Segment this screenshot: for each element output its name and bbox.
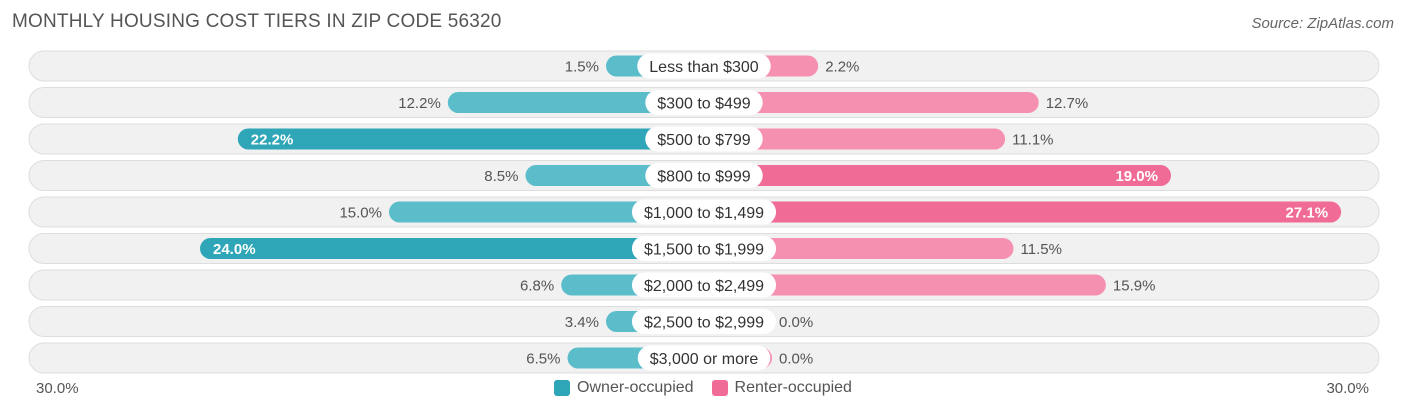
category-label: $300 to $499 [657,96,751,113]
owner-value-label: 8.5% [484,168,518,185]
renter-value-label: 11.1% [1012,132,1053,149]
owner-value-label: 1.5% [565,59,599,76]
renter-value-label: 12.7% [1046,95,1089,112]
renter-bar [704,92,1039,113]
category-pill [631,236,777,261]
owner-value-label: 6.8% [520,278,554,295]
renter-value-label: 0.0% [779,351,813,368]
renter-bar [704,165,1171,186]
chart-source: Source: ZipAtlas.com [1251,15,1394,32]
category-label: Less than $300 [649,59,759,76]
legend: Owner-occupied Renter-occupied [0,379,1406,397]
category-pill [637,53,771,79]
category-label: $800 to $999 [657,169,751,186]
category-label: $1,000 to $1,499 [644,205,764,222]
category-pill [631,272,777,298]
owner-bar [237,128,705,150]
owner-value-label: 22.2% [251,132,294,149]
legend-owner-label: Owner-occupied [577,379,694,396]
renter-bar [704,128,1006,150]
legend-renter: Renter-occupied [711,379,852,397]
category-pill [637,345,771,371]
category-pill [631,309,777,334]
category-pill [645,126,763,152]
category-label: $500 to $799 [657,132,751,149]
category-pill [631,199,777,225]
legend-owner-swatch [554,380,571,396]
axis-left-label: 30.0% [36,380,79,397]
renter-value-label: 0.0% [779,314,813,331]
axis-right-label: 30.0% [1326,380,1369,397]
renter-value-label: 2.2% [825,59,859,76]
legend-renter-label: Renter-occupied [734,379,852,396]
renter-value-label: 11.5% [1021,241,1062,258]
renter-value-label: 15.9% [1113,278,1156,295]
owner-value-label: 3.4% [565,314,599,331]
renter-bar [704,201,1342,223]
owner-value-label: 15.0% [339,205,382,222]
renter-value-label: 27.1% [1286,205,1329,222]
owner-value-label: 6.5% [526,351,560,368]
category-pill [645,163,763,188]
category-label: $3,000 or more [650,351,759,368]
category-pill [645,90,763,115]
renter-bar [704,238,1014,259]
renter-value-label: 19.0% [1115,168,1158,185]
owner-value-label: 24.0% [213,241,256,258]
category-label: $1,500 to $1,999 [644,242,764,259]
category-label: $2,000 to $2,499 [644,278,764,295]
owner-bar [200,238,704,259]
renter-bar [704,274,1106,296]
category-label: $2,500 to $2,999 [644,315,764,332]
chart-title: MONTHLY HOUSING COST TIERS IN ZIP CODE 5… [12,11,502,32]
owner-bar [389,201,704,223]
legend-owner: Owner-occupied [554,379,694,397]
owner-bar [447,92,704,113]
legend-renter-swatch [711,380,728,396]
owner-value-label: 12.2% [398,95,441,112]
